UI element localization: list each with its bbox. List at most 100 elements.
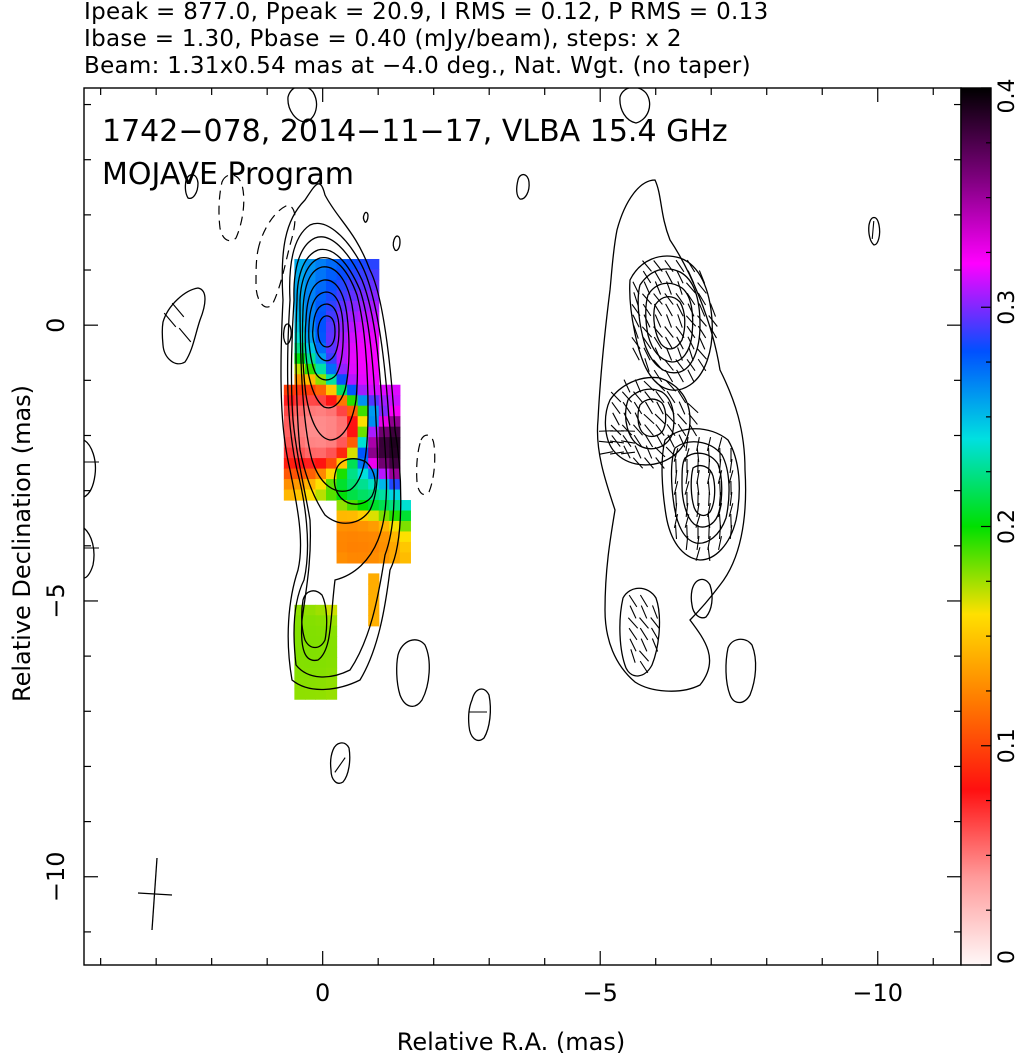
polarization-pixel xyxy=(304,657,317,669)
polarization-pixel xyxy=(336,363,348,375)
evpa-tick xyxy=(718,536,722,550)
evpa-tick xyxy=(644,434,654,448)
polarization-pixel xyxy=(336,479,348,491)
polarization-pixel xyxy=(347,500,359,512)
polarization-pixel xyxy=(304,342,317,354)
y-tick-label: −10 xyxy=(42,851,70,902)
evpa-tick xyxy=(651,638,659,652)
polarization-pixel xyxy=(326,384,338,396)
polarization-pixel xyxy=(347,395,359,407)
polarization-pixel xyxy=(368,552,380,564)
polarization-pixel xyxy=(336,458,348,470)
polarization-pixel xyxy=(304,395,317,407)
evpa-tick xyxy=(686,292,696,306)
polarization-pixel xyxy=(294,657,306,669)
polarization-pixel xyxy=(304,678,317,690)
evpa-tick xyxy=(654,446,666,458)
polarization-pixel xyxy=(368,405,380,417)
evpa-tick xyxy=(673,514,679,528)
evpa-tick xyxy=(675,259,685,273)
evpa-tick xyxy=(686,358,696,372)
polarization-pixel xyxy=(368,426,380,438)
polarization-pixel xyxy=(326,290,338,302)
evpa-vectors xyxy=(598,259,734,674)
polarization-pixel xyxy=(294,342,306,354)
polarization-pixel xyxy=(357,531,369,543)
polarization-pixel xyxy=(399,552,411,564)
evpa-tick xyxy=(640,605,648,619)
polarization-pixel xyxy=(368,311,380,323)
polarization-pixel xyxy=(315,437,327,449)
polarization-pixel xyxy=(368,510,380,522)
evpa-tick xyxy=(707,458,711,474)
evpa-tick xyxy=(644,424,654,436)
evpa-tick xyxy=(665,303,673,317)
polarization-pixel xyxy=(315,489,327,501)
polarization-pixel xyxy=(399,531,411,543)
evpa-tick xyxy=(655,457,665,469)
polarization-pixel xyxy=(294,416,306,428)
evpa-tick xyxy=(677,423,687,437)
polarization-pixel xyxy=(368,573,380,585)
polarization-pixel xyxy=(304,405,317,417)
evpa-tick xyxy=(697,282,707,294)
polarization-pixel xyxy=(389,395,401,407)
evpa-tick xyxy=(709,303,717,317)
polarization-pixel xyxy=(304,374,317,386)
polarization-pixel xyxy=(304,311,317,323)
polarization-pixel xyxy=(315,657,327,669)
polarization-pixel xyxy=(378,520,390,533)
evpa-tick xyxy=(632,424,644,436)
evpa-tick xyxy=(643,281,651,295)
evpa-tick xyxy=(623,412,631,426)
evpa-tick xyxy=(677,390,687,404)
evpa-tick xyxy=(728,470,734,484)
evpa-tick xyxy=(628,594,638,608)
evpa-tick xyxy=(674,524,678,540)
colorbar-tick-label: 0.2 xyxy=(995,509,1020,544)
polarization-pixel xyxy=(283,458,295,470)
evpa-tick xyxy=(654,281,662,295)
polarization-pixel xyxy=(315,667,327,679)
polarization-pixel xyxy=(378,500,390,512)
polarization-pixel xyxy=(283,468,295,480)
evpa-tick xyxy=(653,369,663,383)
evpa-tick xyxy=(621,440,635,444)
polarization-pixel xyxy=(347,510,359,522)
polarization-pixel xyxy=(347,416,359,428)
polarization-pixel xyxy=(315,646,327,658)
polarization-pixel xyxy=(336,520,348,533)
polarization-pixel xyxy=(357,353,369,365)
evpa-tick xyxy=(676,336,684,350)
evpa-tick xyxy=(665,380,677,392)
evpa-tick xyxy=(664,359,674,371)
polarization-pixel xyxy=(326,416,338,428)
polarization-pixel xyxy=(336,384,348,396)
contour-level-7 xyxy=(304,279,350,409)
evpa-tick xyxy=(686,325,696,339)
polarization-pixel xyxy=(347,258,359,271)
evpa-tick xyxy=(633,391,643,403)
polarization-pixel xyxy=(294,636,306,648)
evpa-tick xyxy=(664,260,674,272)
evpa-tick xyxy=(678,434,686,448)
polarization-pixel xyxy=(294,604,306,616)
evpa-tick xyxy=(163,312,177,328)
evpa-tick xyxy=(621,391,633,403)
evpa-tick xyxy=(623,445,631,459)
polarization-pixel xyxy=(294,374,306,386)
polarization-pixel xyxy=(294,353,306,365)
polarization-pixel xyxy=(294,395,306,407)
polarization-pixel xyxy=(326,321,338,333)
polarization-pixel xyxy=(357,479,369,491)
polarization-pixel xyxy=(368,395,380,407)
polarization-pixel xyxy=(326,269,338,281)
contour-level-10 xyxy=(317,315,336,348)
polarization-pixel xyxy=(304,625,317,637)
header-line-2: Ibase = 1.30, Pbase = 0.40 (mJy/beam), s… xyxy=(84,26,682,52)
polarization-pixel xyxy=(368,479,380,491)
evpa-tick xyxy=(708,491,710,507)
evpa-tick xyxy=(655,391,665,403)
evpa-tick xyxy=(651,605,659,619)
evpa-tick xyxy=(638,650,650,662)
